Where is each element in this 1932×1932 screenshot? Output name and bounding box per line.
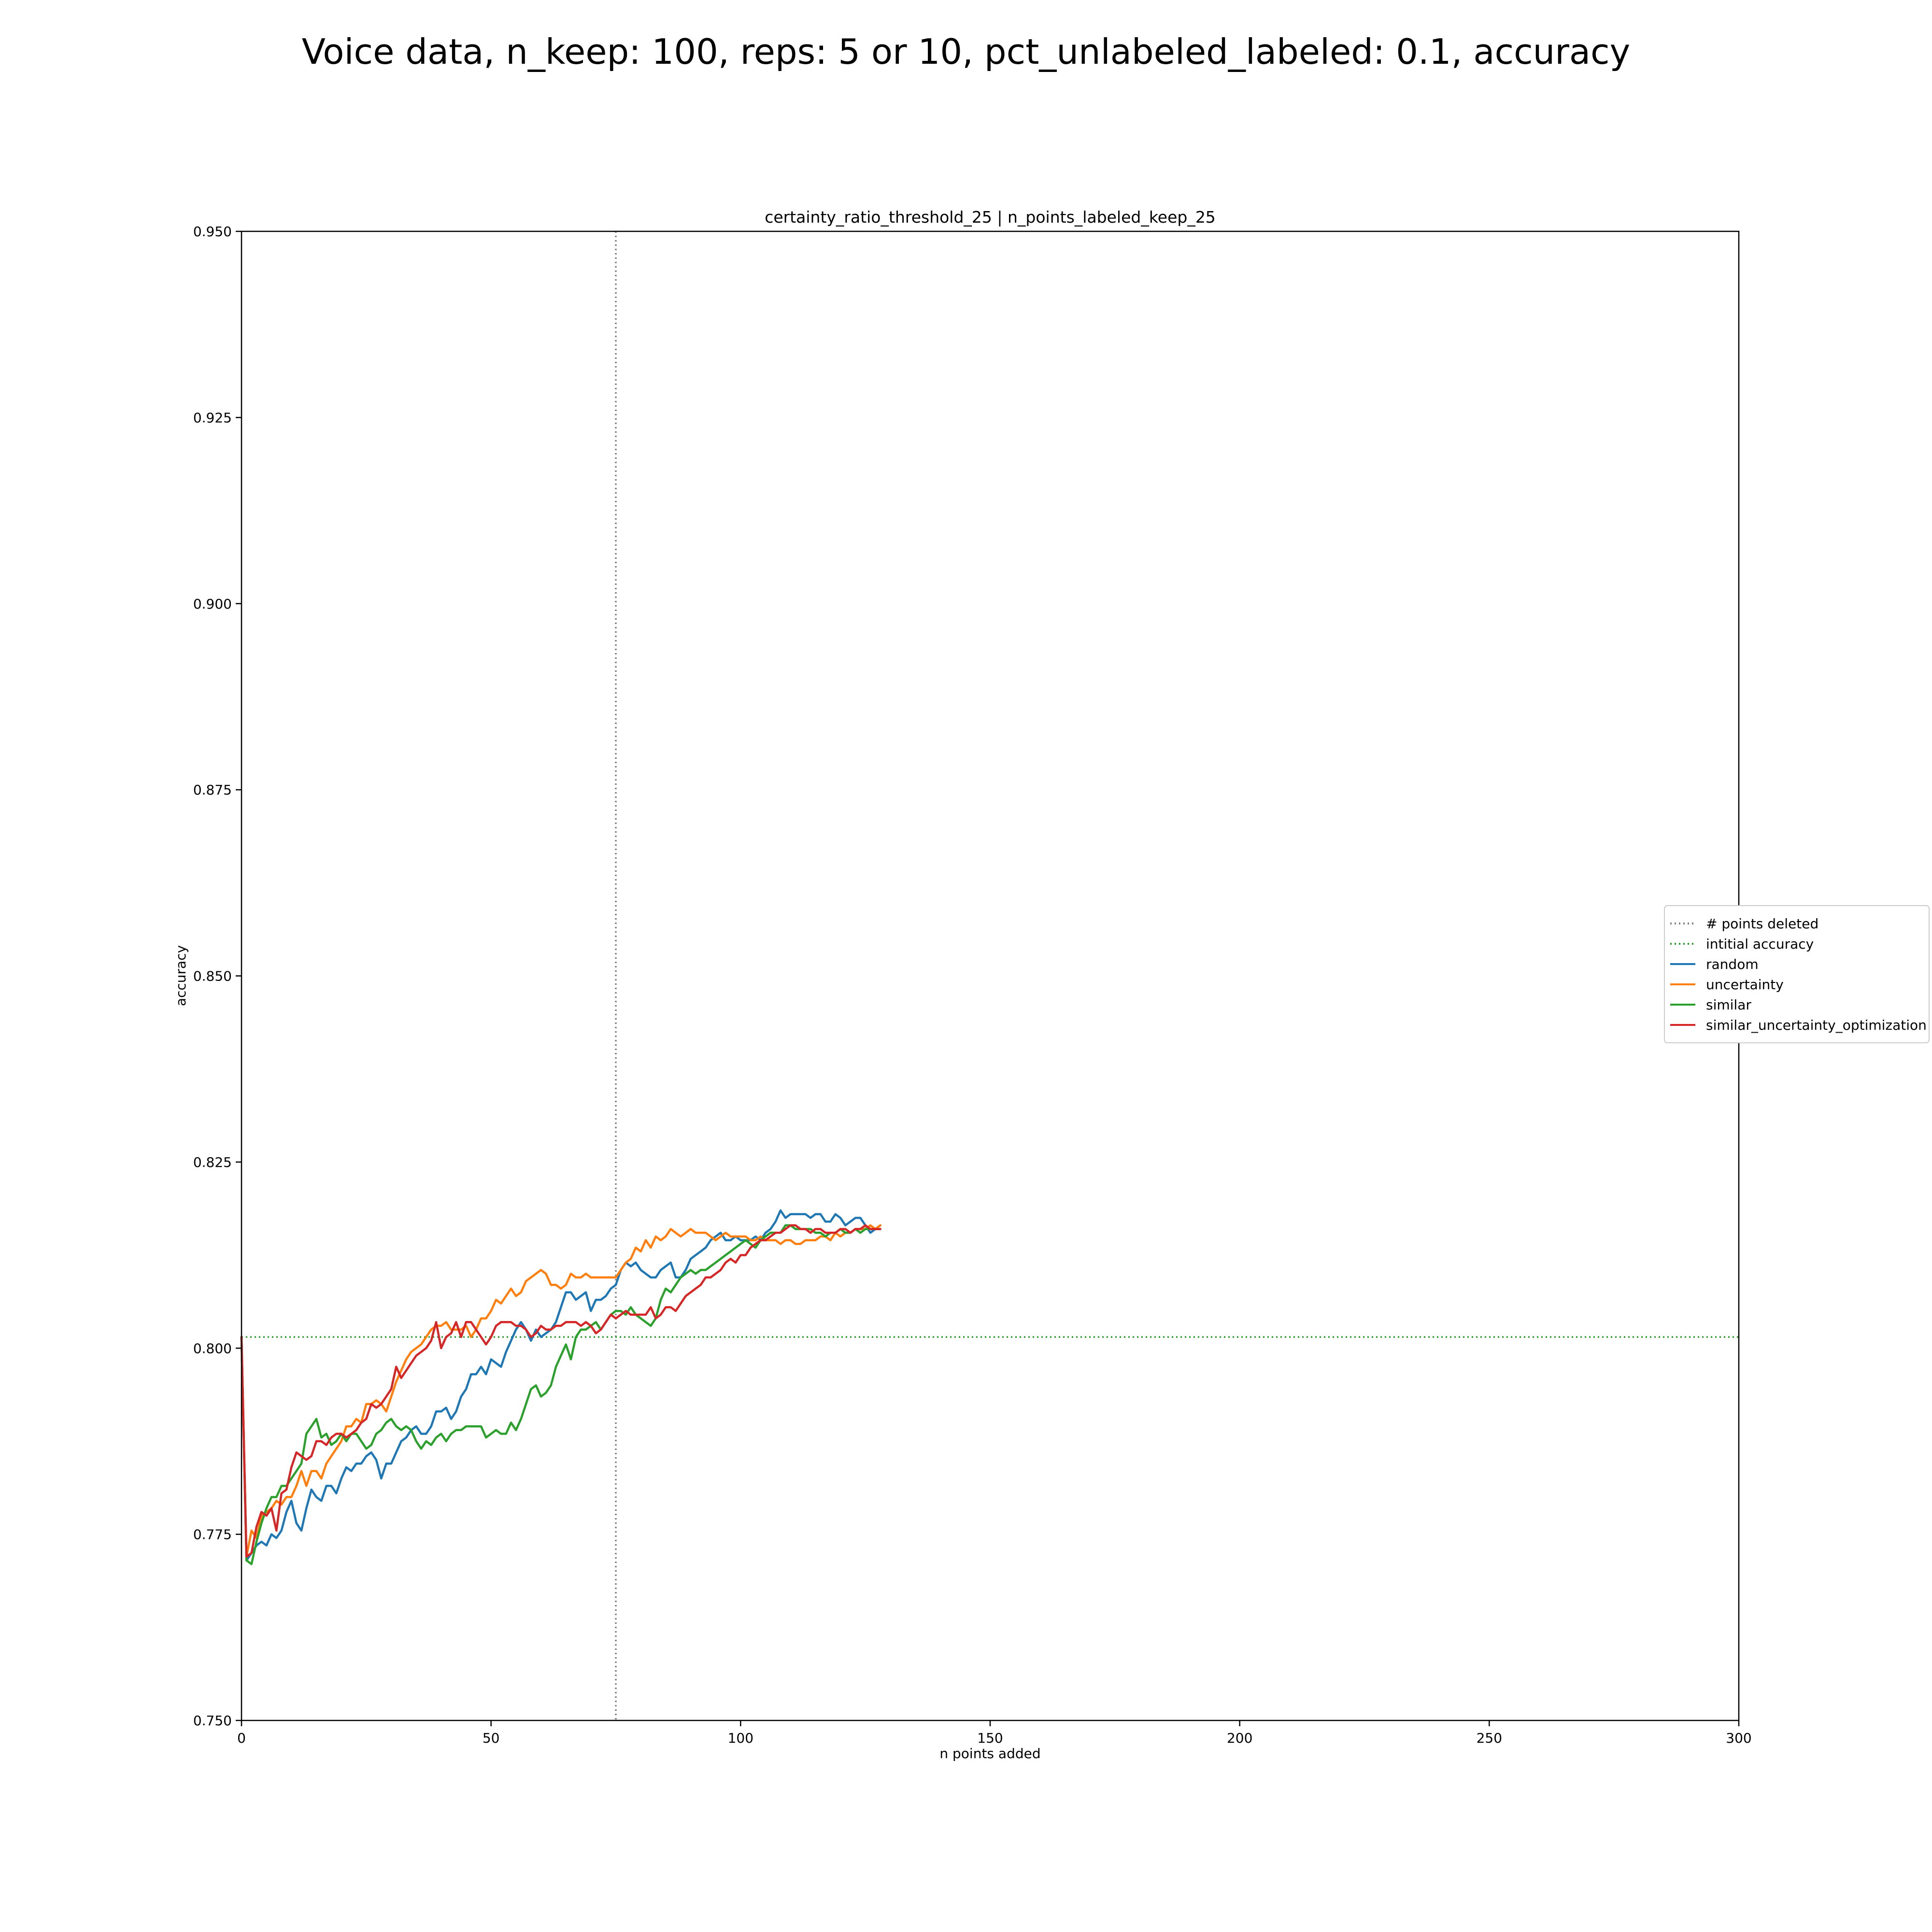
y-tick-label: 0.750 <box>193 1713 232 1729</box>
y-tick-label: 0.800 <box>193 1340 232 1356</box>
legend-item-similar: similar <box>1670 997 1751 1013</box>
figure-suptitle: Voice data, n_keep: 100, reps: 5 or 10, … <box>302 31 1630 72</box>
legend-label: # points deleted <box>1706 916 1818 932</box>
legend-label: similar <box>1706 997 1751 1013</box>
legend-item-random: random <box>1670 956 1759 972</box>
x-tick-label: 0 <box>237 1730 246 1746</box>
legend-label: random <box>1706 956 1759 972</box>
legend: # points deleted intitial accuracy random u… <box>1664 905 1930 1043</box>
series-line-uncertainty <box>240 1224 881 1558</box>
legend-item-intitial-accuracy: intitial accuracy <box>1670 936 1814 952</box>
y-tick-label: 0.825 <box>193 1154 232 1170</box>
legend-label: uncertainty <box>1706 977 1784 993</box>
y-tick-label: 0.950 <box>193 224 232 240</box>
axes-title: certainty_ratio_threshold_25 | n_points_… <box>765 208 1216 227</box>
legend-item-points-deleted: # points deleted <box>1670 916 1818 932</box>
x-tick-label: 250 <box>1477 1730 1502 1746</box>
x-tick-label: 200 <box>1227 1730 1252 1746</box>
x-tick-label: 100 <box>728 1730 753 1746</box>
y-tick-label: 0.900 <box>193 596 232 612</box>
legend-label: intitial accuracy <box>1706 936 1814 952</box>
y-axis-label: accuracy <box>173 945 189 1006</box>
y-tick-label: 0.925 <box>193 410 232 426</box>
axes-ticks: 0 50 100 150 200 250 300 0.750 0.775 0.800 0.825 0.… <box>193 224 1752 1746</box>
legend-label: similar_uncertainty_optimization <box>1706 1017 1927 1033</box>
x-tick-label: 300 <box>1726 1730 1751 1746</box>
x-axis-label: n points added <box>939 1746 1040 1762</box>
legend-box <box>1664 905 1930 1043</box>
x-tick-label: 50 <box>483 1730 500 1746</box>
legend-item-similar-uncertainty-optimization: similar_uncertainty_optimization <box>1670 1017 1927 1033</box>
series-line-similar-uncertainty-optimization <box>240 1224 881 1558</box>
series-line-random <box>240 1209 881 1562</box>
y-tick-label: 0.875 <box>193 782 232 798</box>
x-tick-label: 150 <box>977 1730 1003 1746</box>
legend-item-uncertainty: uncertainty <box>1670 977 1784 993</box>
y-tick-label: 0.850 <box>193 968 232 984</box>
y-tick-label: 0.775 <box>193 1527 232 1543</box>
plot-area <box>240 231 1739 1720</box>
